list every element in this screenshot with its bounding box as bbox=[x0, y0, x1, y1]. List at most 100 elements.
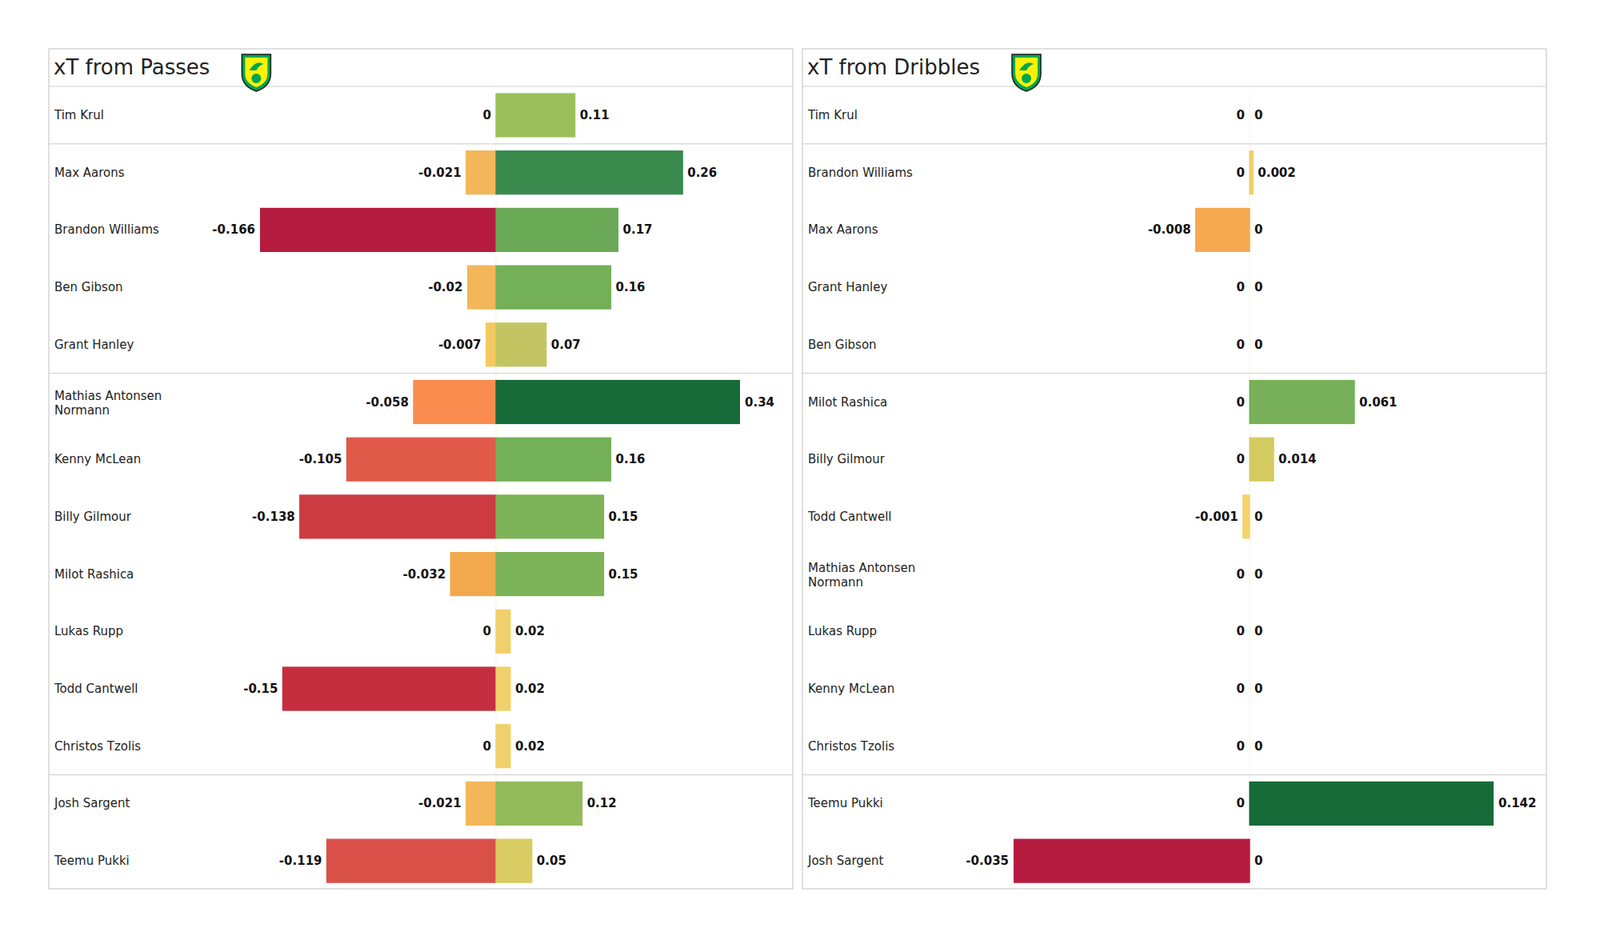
player-name: Max Aarons bbox=[808, 222, 879, 237]
data-label: -0.119 bbox=[279, 853, 323, 868]
data-label: 0 bbox=[1254, 222, 1263, 237]
player-name: Ben Gibson bbox=[54, 280, 124, 295]
bar bbox=[1248, 667, 1250, 711]
panel: xT from Dribbles Tim Krul Brandon Williams… bbox=[802, 48, 1547, 889]
name-line: Mathias Antonsen bbox=[54, 388, 162, 404]
bar bbox=[1013, 839, 1250, 883]
data-label: 0 bbox=[1254, 108, 1263, 123]
data-label: 0.02 bbox=[515, 624, 545, 639]
bar bbox=[1248, 839, 1250, 883]
bar bbox=[496, 437, 612, 481]
player-name: Brandon Williams bbox=[54, 222, 160, 237]
data-label: -0.001 bbox=[1195, 509, 1239, 524]
data-label: 0 bbox=[1236, 452, 1245, 467]
bar bbox=[496, 323, 547, 367]
data-label: 0.16 bbox=[616, 452, 646, 467]
group-divider bbox=[48, 143, 793, 144]
bar bbox=[496, 495, 604, 539]
data-label: 0.26 bbox=[687, 165, 717, 180]
player-name: Mathias AntonsenNormann bbox=[808, 560, 916, 590]
data-label: 0 bbox=[1254, 624, 1263, 639]
data-label: 0 bbox=[1254, 681, 1263, 696]
data-label: 0 bbox=[1254, 739, 1263, 754]
data-label: 0 bbox=[1236, 337, 1245, 352]
data-label: 0.002 bbox=[1257, 165, 1296, 180]
data-label: 0 bbox=[1254, 509, 1263, 524]
bar bbox=[1248, 495, 1250, 539]
bars bbox=[1013, 93, 1494, 883]
bar bbox=[413, 380, 496, 424]
bar bbox=[496, 208, 619, 252]
player-name: Billy Gilmour bbox=[54, 509, 132, 524]
data-label: 0.34 bbox=[744, 395, 775, 410]
data-label: -0.021 bbox=[418, 796, 462, 811]
data-label: 0 bbox=[1254, 567, 1263, 582]
player-name: Josh Sargent bbox=[807, 853, 884, 868]
bar bbox=[450, 552, 496, 596]
data-label: -0.138 bbox=[252, 509, 296, 524]
bar bbox=[486, 323, 496, 367]
data-label: 0.014 bbox=[1278, 452, 1316, 467]
player-name: Teemu Pukki bbox=[807, 796, 884, 811]
bar bbox=[1248, 552, 1250, 596]
panel-title: xT from Passes bbox=[53, 55, 210, 80]
data-label: 0.07 bbox=[551, 337, 581, 352]
data-label: -0.166 bbox=[212, 222, 256, 237]
data-label: -0.032 bbox=[402, 567, 446, 582]
player-name: Christos Tzolis bbox=[808, 739, 895, 754]
bar bbox=[496, 265, 612, 309]
panel: xT from PassesTim KrulMax AaronsBrandon … bbox=[48, 48, 793, 889]
player-name: Mathias AntonsenNormann bbox=[54, 388, 162, 418]
player-name: Kenny McLean bbox=[808, 681, 895, 696]
data-label: 0 bbox=[483, 624, 492, 639]
data-label: -0.02 bbox=[428, 280, 463, 295]
crest-inner bbox=[244, 57, 268, 88]
data-label: 0 bbox=[1236, 681, 1245, 696]
bar bbox=[1248, 323, 1250, 367]
bar bbox=[1248, 323, 1250, 367]
bar bbox=[1248, 724, 1250, 768]
player-name: Josh Sargent bbox=[53, 796, 131, 811]
player-name: Milot Rashica bbox=[54, 567, 134, 582]
bars bbox=[260, 93, 740, 883]
data-label: 0.15 bbox=[608, 509, 639, 524]
bar bbox=[282, 667, 496, 711]
data-label: 0 bbox=[1254, 337, 1263, 352]
bar bbox=[496, 781, 583, 825]
crest-inner bbox=[1015, 57, 1038, 88]
player-name: Christos Tzolis bbox=[54, 739, 141, 754]
player-name: Todd Cantwell bbox=[53, 681, 139, 696]
chart-canvas: xT from Passes Tim Krul Max Aarons Brandon … bbox=[0, 0, 1600, 940]
bar bbox=[1249, 781, 1494, 825]
bar bbox=[1248, 93, 1250, 137]
data-label: -0.007 bbox=[438, 337, 482, 352]
player-name: Tim Krul bbox=[807, 108, 858, 123]
crest-shield bbox=[241, 54, 271, 92]
bar bbox=[466, 151, 496, 195]
data-label: -0.058 bbox=[365, 395, 409, 410]
player-name: Brandon Williams bbox=[808, 165, 913, 180]
bar bbox=[496, 609, 511, 653]
data-label: 0 bbox=[1236, 567, 1245, 582]
panel-title: xT from Dribbles bbox=[807, 55, 980, 80]
bar bbox=[496, 93, 576, 137]
player-name: Billy Gilmour bbox=[808, 452, 886, 467]
crest-ball bbox=[251, 73, 261, 84]
group-divider bbox=[802, 372, 1547, 374]
bar bbox=[260, 208, 496, 252]
bar bbox=[1248, 667, 1250, 711]
club-crest bbox=[1012, 54, 1041, 92]
data-label: 0 bbox=[1254, 280, 1263, 295]
data-label: 0.12 bbox=[587, 796, 617, 811]
bar bbox=[1249, 380, 1355, 424]
data-label: 0 bbox=[1254, 853, 1263, 868]
player-name: Lukas Rupp bbox=[54, 624, 124, 639]
crest-shield bbox=[1012, 54, 1041, 92]
group-divider bbox=[48, 372, 793, 374]
panel-frame bbox=[48, 48, 793, 889]
bar bbox=[1248, 609, 1250, 653]
bar bbox=[496, 380, 740, 424]
title-divider bbox=[48, 86, 793, 88]
data-label: 0 bbox=[1236, 739, 1245, 754]
bar bbox=[496, 667, 511, 711]
